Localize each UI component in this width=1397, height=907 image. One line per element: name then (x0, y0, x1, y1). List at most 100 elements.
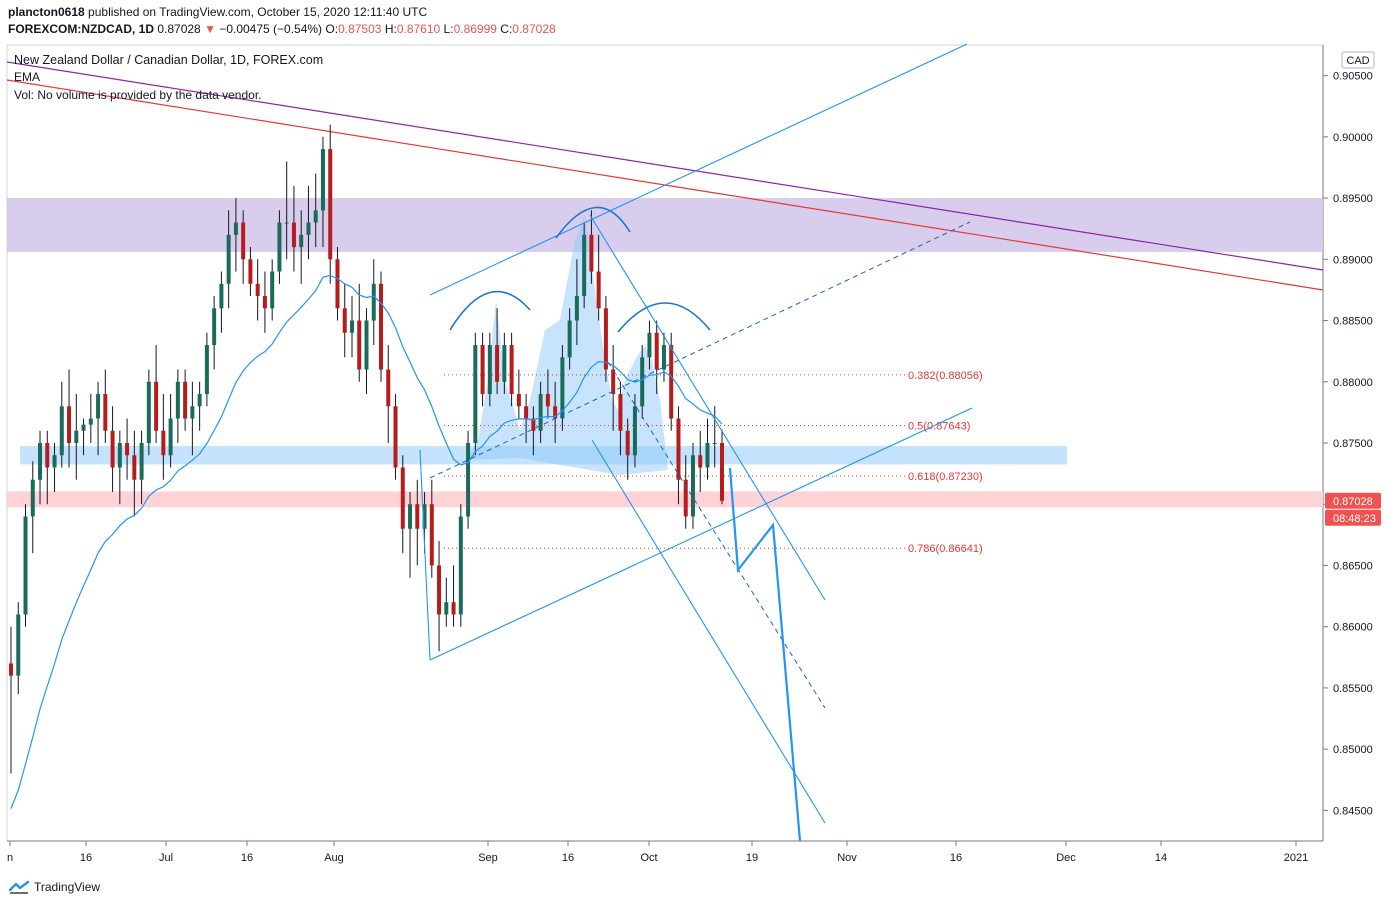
candle-body[interactable] (574, 296, 579, 321)
chart-pane[interactable] (6, 44, 1324, 842)
candle-body[interactable] (197, 394, 202, 407)
candle-body[interactable] (408, 504, 413, 529)
candle-body[interactable] (96, 394, 101, 419)
candle-body[interactable] (299, 234, 304, 248)
candle-body[interactable] (277, 222, 282, 272)
candle-body[interactable] (59, 406, 64, 456)
candle-body[interactable] (560, 357, 565, 419)
candles[interactable] (9, 124, 724, 774)
candle-body[interactable] (371, 283, 376, 321)
candle-body[interactable] (262, 296, 267, 309)
candle-body[interactable] (473, 345, 478, 443)
candle-body[interactable] (582, 234, 587, 297)
candle-body[interactable] (415, 504, 420, 529)
right-shoulder-arc[interactable] (617, 302, 711, 333)
candle-body[interactable] (342, 308, 347, 333)
candle-body[interactable] (596, 271, 601, 309)
candle-body[interactable] (154, 381, 159, 431)
candle-body[interactable] (226, 234, 231, 284)
candle-body[interactable] (74, 430, 79, 443)
candle-body[interactable] (502, 345, 507, 382)
candle-body[interactable] (640, 357, 645, 407)
candle-body[interactable] (437, 565, 442, 615)
candle-body[interactable] (190, 406, 195, 419)
candle-body[interactable] (52, 455, 57, 468)
candle-body[interactable] (9, 663, 13, 676)
head-arc[interactable] (555, 206, 631, 239)
candle-body[interactable] (241, 222, 246, 260)
legend-ema[interactable]: EMA (14, 70, 41, 84)
candle-body[interactable] (524, 406, 529, 419)
time-axis[interactable]: n 16 Jul 16 Aug Sep 16 Oct 19 Nov 16 Dec 14 2021 (7, 841, 1308, 864)
candle-body[interactable] (545, 394, 550, 407)
purple-trend-line[interactable] (6, 61, 1324, 271)
candle-body[interactable] (320, 149, 325, 211)
candle-body[interactable] (117, 443, 122, 468)
candle-body[interactable] (248, 259, 253, 284)
candle-body[interactable] (712, 443, 717, 444)
candle-body[interactable] (328, 149, 333, 260)
candle-body[interactable] (16, 614, 21, 676)
candle-body[interactable] (81, 424, 86, 431)
candle-body[interactable] (335, 259, 340, 309)
candle-body[interactable] (531, 418, 536, 431)
candle-body[interactable] (487, 345, 492, 395)
candle-body[interactable] (284, 222, 289, 224)
head-shoulders-pattern[interactable] (466, 215, 668, 475)
candle-body[interactable] (204, 345, 209, 395)
candle-body[interactable] (603, 308, 608, 370)
dashed-neckline[interactable] (429, 221, 971, 479)
candle-body[interactable] (654, 332, 659, 370)
author-name[interactable]: plancton0618 (8, 5, 85, 19)
candle-body[interactable] (698, 455, 703, 468)
candle-body[interactable] (103, 394, 108, 431)
candle-body[interactable] (233, 222, 238, 235)
candle-body[interactable] (690, 455, 695, 517)
resistance-zone[interactable] (7, 198, 1323, 252)
legend-volume[interactable]: Vol: No volume is provided by the data v… (14, 88, 262, 102)
candle-body[interactable] (625, 430, 630, 456)
candle-body[interactable] (429, 504, 434, 566)
candle-body[interactable] (466, 443, 471, 517)
candle-body[interactable] (357, 320, 362, 370)
candle-body[interactable] (632, 406, 637, 456)
candle-body[interactable] (38, 443, 43, 480)
candle-body[interactable] (30, 479, 35, 517)
candle-body[interactable] (647, 332, 652, 358)
candle-body[interactable] (567, 320, 572, 358)
candle-body[interactable] (661, 345, 666, 370)
footer-brand[interactable]: TradingView (34, 880, 101, 894)
candle-body[interactable] (168, 418, 173, 456)
candle-body[interactable] (313, 210, 318, 223)
candle-body[interactable] (161, 430, 166, 456)
left-shoulder-arc[interactable] (449, 291, 531, 331)
candle-body[interactable] (45, 443, 50, 468)
candle-body[interactable] (306, 222, 311, 235)
candle-body[interactable] (589, 234, 594, 272)
ema-line[interactable] (10, 274, 723, 809)
candle-body[interactable] (676, 418, 681, 480)
candle-body[interactable] (683, 479, 688, 517)
candle-body[interactable] (219, 283, 224, 309)
candle-body[interactable] (379, 283, 384, 370)
candle-body[interactable] (720, 443, 724, 501)
candle-body[interactable] (67, 406, 72, 443)
dashed-projection[interactable] (607, 361, 826, 709)
candle-body[interactable] (291, 222, 296, 248)
candle-body[interactable] (553, 406, 558, 419)
candle-body[interactable] (618, 394, 623, 431)
candle-body[interactable] (444, 602, 449, 615)
candle-body[interactable] (23, 516, 28, 615)
fib-retracement[interactable]: 0.382(0.88056) 0.5(0.87643) 0.618(0.87230)… (444, 370, 983, 555)
candle-body[interactable] (538, 394, 543, 431)
candle-body[interactable] (705, 443, 710, 468)
falling-channel-lower[interactable] (591, 439, 826, 824)
falling-channel-upper[interactable] (589, 214, 826, 601)
candle-body[interactable] (146, 381, 151, 443)
candle-body[interactable] (212, 308, 217, 346)
upper-channel-line[interactable] (429, 43, 968, 296)
tradingview-logo-icon[interactable] (8, 880, 30, 894)
candle-body[interactable] (183, 381, 188, 419)
candle-body[interactable] (516, 394, 521, 407)
